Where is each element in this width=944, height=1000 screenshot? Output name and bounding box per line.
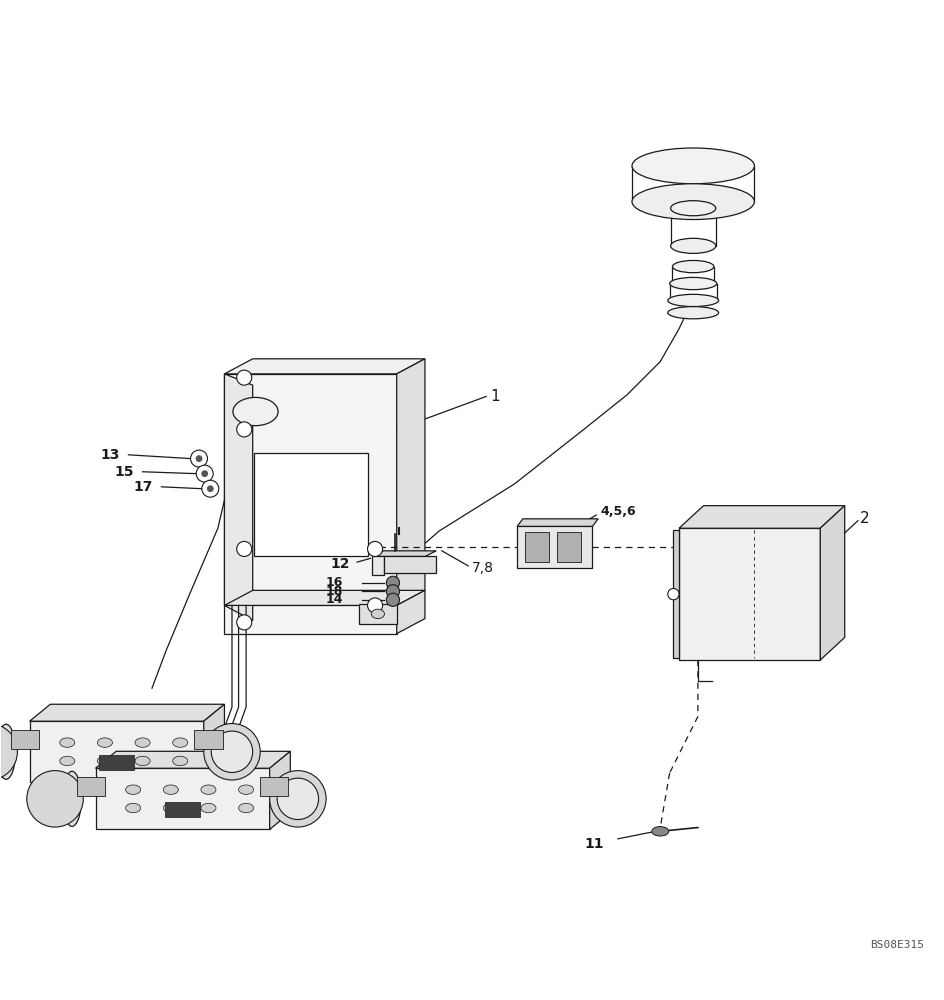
Polygon shape <box>99 755 134 770</box>
Circle shape <box>196 465 213 482</box>
Polygon shape <box>254 453 368 556</box>
Ellipse shape <box>651 827 668 836</box>
Circle shape <box>191 450 208 467</box>
Ellipse shape <box>163 803 178 813</box>
Circle shape <box>278 778 318 820</box>
Text: 18: 18 <box>326 585 343 598</box>
Ellipse shape <box>632 184 754 220</box>
Text: 2: 2 <box>860 511 869 526</box>
Ellipse shape <box>201 785 216 794</box>
Ellipse shape <box>0 724 15 779</box>
Text: 4,5,6: 4,5,6 <box>600 505 635 518</box>
Circle shape <box>367 598 382 613</box>
Circle shape <box>211 731 253 772</box>
Ellipse shape <box>97 756 112 766</box>
Polygon shape <box>225 605 396 634</box>
Circle shape <box>367 541 382 556</box>
Polygon shape <box>525 532 549 562</box>
Polygon shape <box>29 721 204 782</box>
Ellipse shape <box>670 238 716 253</box>
Circle shape <box>386 576 399 589</box>
Polygon shape <box>261 777 289 796</box>
Polygon shape <box>517 519 598 526</box>
Polygon shape <box>95 751 291 768</box>
Ellipse shape <box>59 756 75 766</box>
Circle shape <box>667 588 679 600</box>
Polygon shape <box>372 551 436 556</box>
Ellipse shape <box>173 756 188 766</box>
Text: 1: 1 <box>490 389 499 404</box>
Polygon shape <box>517 526 593 568</box>
Text: 14: 14 <box>326 593 343 606</box>
Ellipse shape <box>59 738 75 747</box>
Text: 15: 15 <box>114 465 134 479</box>
Polygon shape <box>673 530 679 658</box>
Polygon shape <box>383 556 436 573</box>
Ellipse shape <box>371 609 384 619</box>
Ellipse shape <box>239 803 254 813</box>
Polygon shape <box>76 777 105 796</box>
Circle shape <box>208 486 213 492</box>
Circle shape <box>26 771 83 827</box>
Polygon shape <box>396 590 425 634</box>
Ellipse shape <box>135 756 150 766</box>
Circle shape <box>196 456 202 461</box>
Polygon shape <box>225 374 396 605</box>
Polygon shape <box>372 556 383 575</box>
Circle shape <box>270 771 326 827</box>
Ellipse shape <box>667 307 718 319</box>
Ellipse shape <box>201 803 216 813</box>
Ellipse shape <box>62 771 81 826</box>
Ellipse shape <box>97 738 112 747</box>
Ellipse shape <box>126 803 141 813</box>
Polygon shape <box>225 590 425 605</box>
Circle shape <box>204 724 261 780</box>
Circle shape <box>386 593 399 606</box>
Text: 16: 16 <box>326 576 343 589</box>
Polygon shape <box>557 532 582 562</box>
Text: 7,8: 7,8 <box>472 561 494 575</box>
Text: 11: 11 <box>584 837 604 851</box>
Text: 17: 17 <box>133 480 153 494</box>
Circle shape <box>0 724 17 780</box>
Polygon shape <box>225 359 425 374</box>
Polygon shape <box>29 704 225 721</box>
Ellipse shape <box>672 260 714 273</box>
Text: BS08E315: BS08E315 <box>869 940 924 950</box>
Circle shape <box>237 615 252 630</box>
Ellipse shape <box>239 785 254 794</box>
Ellipse shape <box>126 785 141 794</box>
Polygon shape <box>194 730 223 749</box>
Text: 13: 13 <box>100 448 120 462</box>
Circle shape <box>386 585 399 598</box>
Polygon shape <box>225 374 253 620</box>
Polygon shape <box>820 506 845 660</box>
Polygon shape <box>270 751 291 829</box>
Polygon shape <box>359 604 396 624</box>
Ellipse shape <box>667 294 718 307</box>
Polygon shape <box>396 359 425 605</box>
Polygon shape <box>204 704 225 782</box>
Ellipse shape <box>233 397 278 426</box>
Ellipse shape <box>669 277 716 290</box>
Circle shape <box>237 541 252 556</box>
Polygon shape <box>165 802 200 817</box>
Ellipse shape <box>163 785 178 794</box>
Polygon shape <box>679 506 845 528</box>
Ellipse shape <box>135 738 150 747</box>
Polygon shape <box>95 768 270 829</box>
Circle shape <box>237 370 252 385</box>
Polygon shape <box>679 528 820 660</box>
Polygon shape <box>10 730 39 749</box>
Circle shape <box>202 471 208 476</box>
Circle shape <box>237 422 252 437</box>
Ellipse shape <box>670 201 716 216</box>
Ellipse shape <box>632 148 754 184</box>
Circle shape <box>202 480 219 497</box>
Ellipse shape <box>173 738 188 747</box>
Text: 12: 12 <box>330 557 349 571</box>
